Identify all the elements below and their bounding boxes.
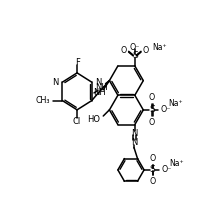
Text: Na⁺: Na⁺ [152, 43, 166, 52]
Text: F: F [75, 58, 80, 67]
Text: NH: NH [95, 83, 108, 92]
Text: Cl: Cl [73, 117, 81, 126]
Text: S: S [150, 165, 155, 174]
Text: HO: HO [87, 115, 100, 124]
Text: N: N [131, 129, 137, 138]
Text: O⁻: O⁻ [161, 165, 171, 174]
Text: O: O [121, 46, 127, 55]
Text: CH₃: CH₃ [36, 96, 50, 105]
Text: O: O [142, 46, 149, 55]
Text: O: O [149, 93, 155, 102]
Text: S: S [132, 51, 138, 60]
Text: Na⁺: Na⁺ [169, 99, 183, 108]
Text: O: O [149, 118, 155, 127]
Text: O⁻: O⁻ [130, 43, 140, 52]
Text: N: N [52, 78, 59, 87]
Text: O⁻: O⁻ [160, 105, 171, 114]
Text: NH: NH [93, 88, 106, 97]
Text: O: O [149, 154, 156, 163]
Text: Na⁺: Na⁺ [170, 159, 184, 168]
Text: N: N [131, 138, 137, 147]
Text: N: N [96, 78, 102, 87]
Text: S: S [149, 105, 155, 114]
Text: O: O [149, 177, 156, 186]
